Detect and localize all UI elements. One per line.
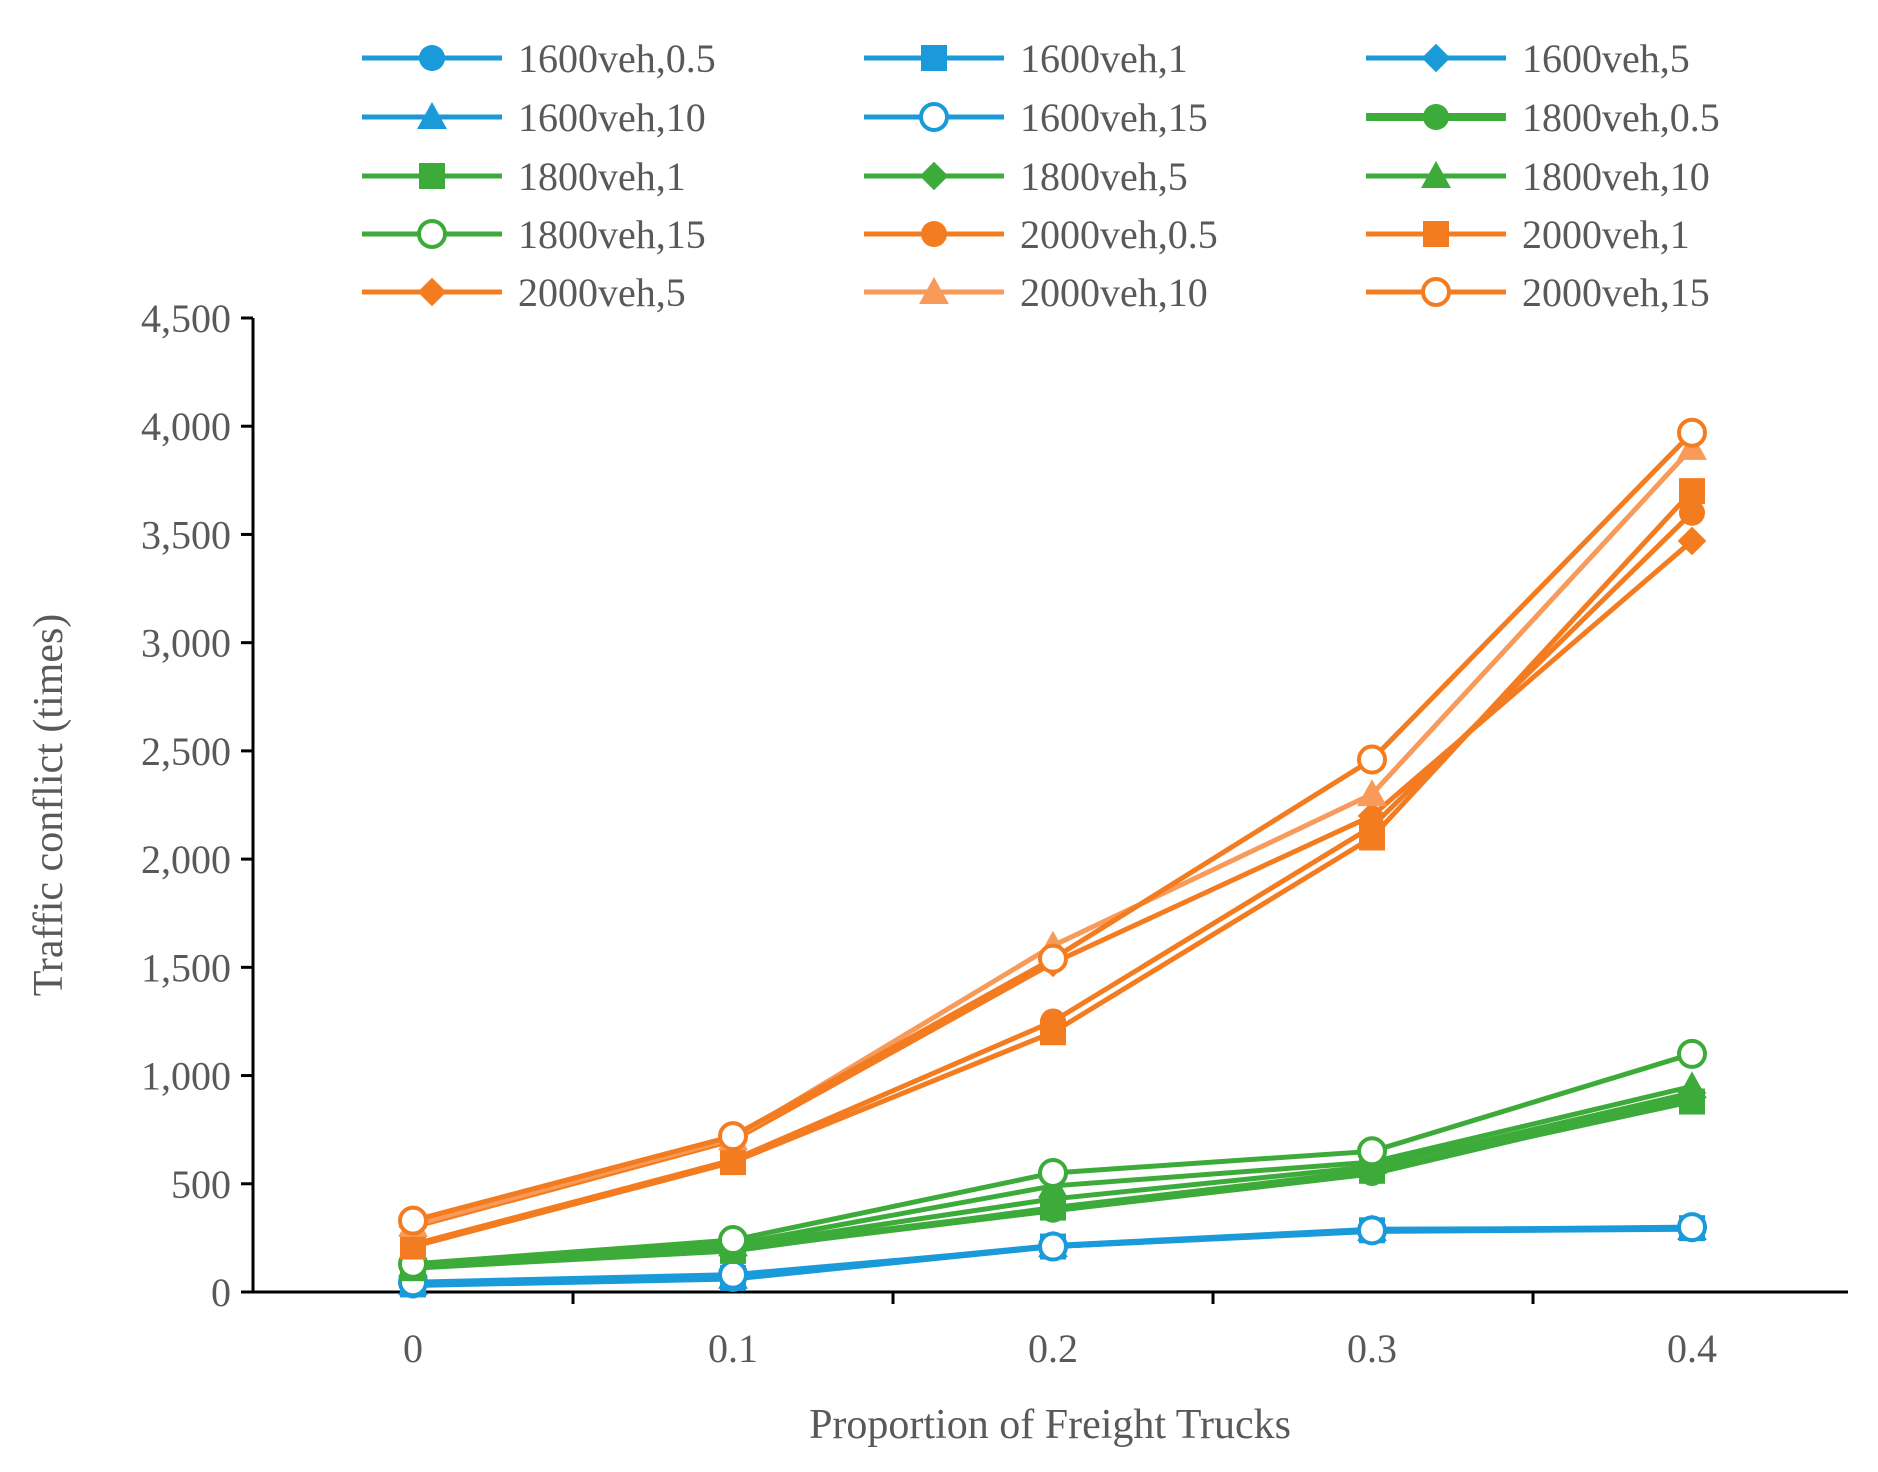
series-lines xyxy=(412,430,1694,1289)
legend-label: 1600veh,10 xyxy=(518,95,706,140)
legend-marker xyxy=(1423,221,1449,247)
data-point xyxy=(1677,1071,1707,1099)
legend-label: 1600veh,5 xyxy=(1522,36,1690,81)
y-tick-label: 2,500 xyxy=(141,729,231,774)
legend-marker xyxy=(1423,104,1449,130)
series-line xyxy=(412,446,1694,1228)
y-axis-title: Traffic conflict (times) xyxy=(26,614,72,997)
legend-item: 1800veh,0.5 xyxy=(1366,95,1720,140)
legend-item: 2000veh,10 xyxy=(864,270,1208,315)
data-point xyxy=(718,1121,748,1152)
legend: 1600veh,0.5 1600veh,1 1600veh,5 1600veh,10 1… xyxy=(362,36,1720,315)
y-tick-label: 1,000 xyxy=(141,1054,231,1099)
data-point xyxy=(1677,417,1707,448)
data-point xyxy=(1357,779,1387,807)
legend-item: 2000veh,0.5 xyxy=(864,212,1218,257)
legend-marker xyxy=(921,221,947,247)
legend-marker xyxy=(419,45,445,71)
x-axis-title: Proportion of Freight Trucks xyxy=(809,1402,1291,1448)
data-point xyxy=(718,1259,748,1290)
legend-marker xyxy=(1421,161,1451,188)
y-tick-label: 0 xyxy=(211,1270,231,1315)
legend-label: 1600veh,15 xyxy=(1020,95,1208,140)
legend-item: 1800veh,1 xyxy=(362,154,686,199)
axes xyxy=(251,318,1848,1294)
data-point xyxy=(1677,526,1707,556)
y-tick-label: 3,500 xyxy=(141,512,231,557)
legend-marker xyxy=(419,163,445,189)
y-tick-label: 500 xyxy=(171,1162,231,1207)
data-point xyxy=(1038,1157,1068,1188)
legend-item: 1600veh,5 xyxy=(1366,36,1690,81)
x-tick-label: 0.4 xyxy=(1667,1326,1717,1371)
data-point xyxy=(1357,801,1387,831)
legend-item: 1800veh,5 xyxy=(864,154,1188,199)
legend-marker xyxy=(417,102,447,129)
legend-label: 1800veh,5 xyxy=(1020,154,1188,199)
data-point xyxy=(398,1205,428,1236)
legend-item: 1800veh,10 xyxy=(1366,154,1710,199)
legend-label: 1800veh,0.5 xyxy=(1522,95,1720,140)
data-point xyxy=(1038,943,1068,974)
data-point xyxy=(1679,499,1705,526)
x-tick-label: 0 xyxy=(403,1326,423,1371)
data-point xyxy=(1357,1136,1387,1167)
data-point xyxy=(1357,1215,1387,1246)
data-point xyxy=(1038,1231,1068,1262)
legend-item: 2000veh,1 xyxy=(1366,212,1690,257)
data-point xyxy=(1679,478,1705,505)
legend-label: 1600veh,0.5 xyxy=(518,36,716,81)
legend-item: 2000veh,15 xyxy=(1366,270,1710,315)
y-tick-label: 4,000 xyxy=(141,404,231,449)
legend-label: 1800veh,1 xyxy=(518,154,686,199)
legend-label: 1800veh,10 xyxy=(1522,154,1710,199)
legend-marker xyxy=(919,102,949,132)
legend-marker xyxy=(417,219,447,249)
legend-label: 1800veh,15 xyxy=(518,212,706,257)
legend-marker xyxy=(417,277,447,307)
y-tick-label: 1,500 xyxy=(141,945,231,990)
data-point xyxy=(1040,1019,1066,1046)
series-line xyxy=(412,539,1694,1230)
legend-item: 1600veh,10 xyxy=(362,95,706,140)
legend-item: 1600veh,1 xyxy=(864,36,1188,81)
legend-marker xyxy=(919,161,949,191)
legend-item: 1600veh,0.5 xyxy=(362,36,716,81)
legend-marker xyxy=(919,277,949,304)
data-point xyxy=(1677,1038,1707,1069)
legend-marker xyxy=(1421,277,1451,307)
data-point xyxy=(1357,744,1387,775)
legend-marker xyxy=(921,45,947,71)
series-markers xyxy=(398,417,1707,1299)
legend-label: 2000veh,5 xyxy=(518,270,686,315)
data-point xyxy=(718,1225,748,1256)
axis-ticks: 0 500 1,000 1,500 2,000 2,500 3,000 3,500 4,000 4… xyxy=(141,296,1717,1371)
x-tick-label: 0.2 xyxy=(1028,1326,1078,1371)
y-tick-label: 3,000 xyxy=(141,621,231,666)
series-line xyxy=(412,430,1694,1223)
legend-item: 1600veh,15 xyxy=(864,95,1208,140)
y-tick-label: 4,500 xyxy=(141,296,231,341)
x-tick-label: 0.1 xyxy=(708,1326,758,1371)
x-tick-label: 0.3 xyxy=(1347,1326,1397,1371)
legend-item: 2000veh,5 xyxy=(362,270,686,315)
legend-label: 1600veh,1 xyxy=(1020,36,1188,81)
legend-marker xyxy=(1421,43,1451,73)
legend-label: 2000veh,15 xyxy=(1522,270,1710,315)
legend-label: 2000veh,10 xyxy=(1020,270,1208,315)
y-tick-label: 2,000 xyxy=(141,837,231,882)
legend-label: 2000veh,0.5 xyxy=(1020,212,1218,257)
legend-label: 2000veh,1 xyxy=(1522,212,1690,257)
legend-item: 1800veh,15 xyxy=(362,212,706,257)
data-point xyxy=(1677,1212,1707,1243)
